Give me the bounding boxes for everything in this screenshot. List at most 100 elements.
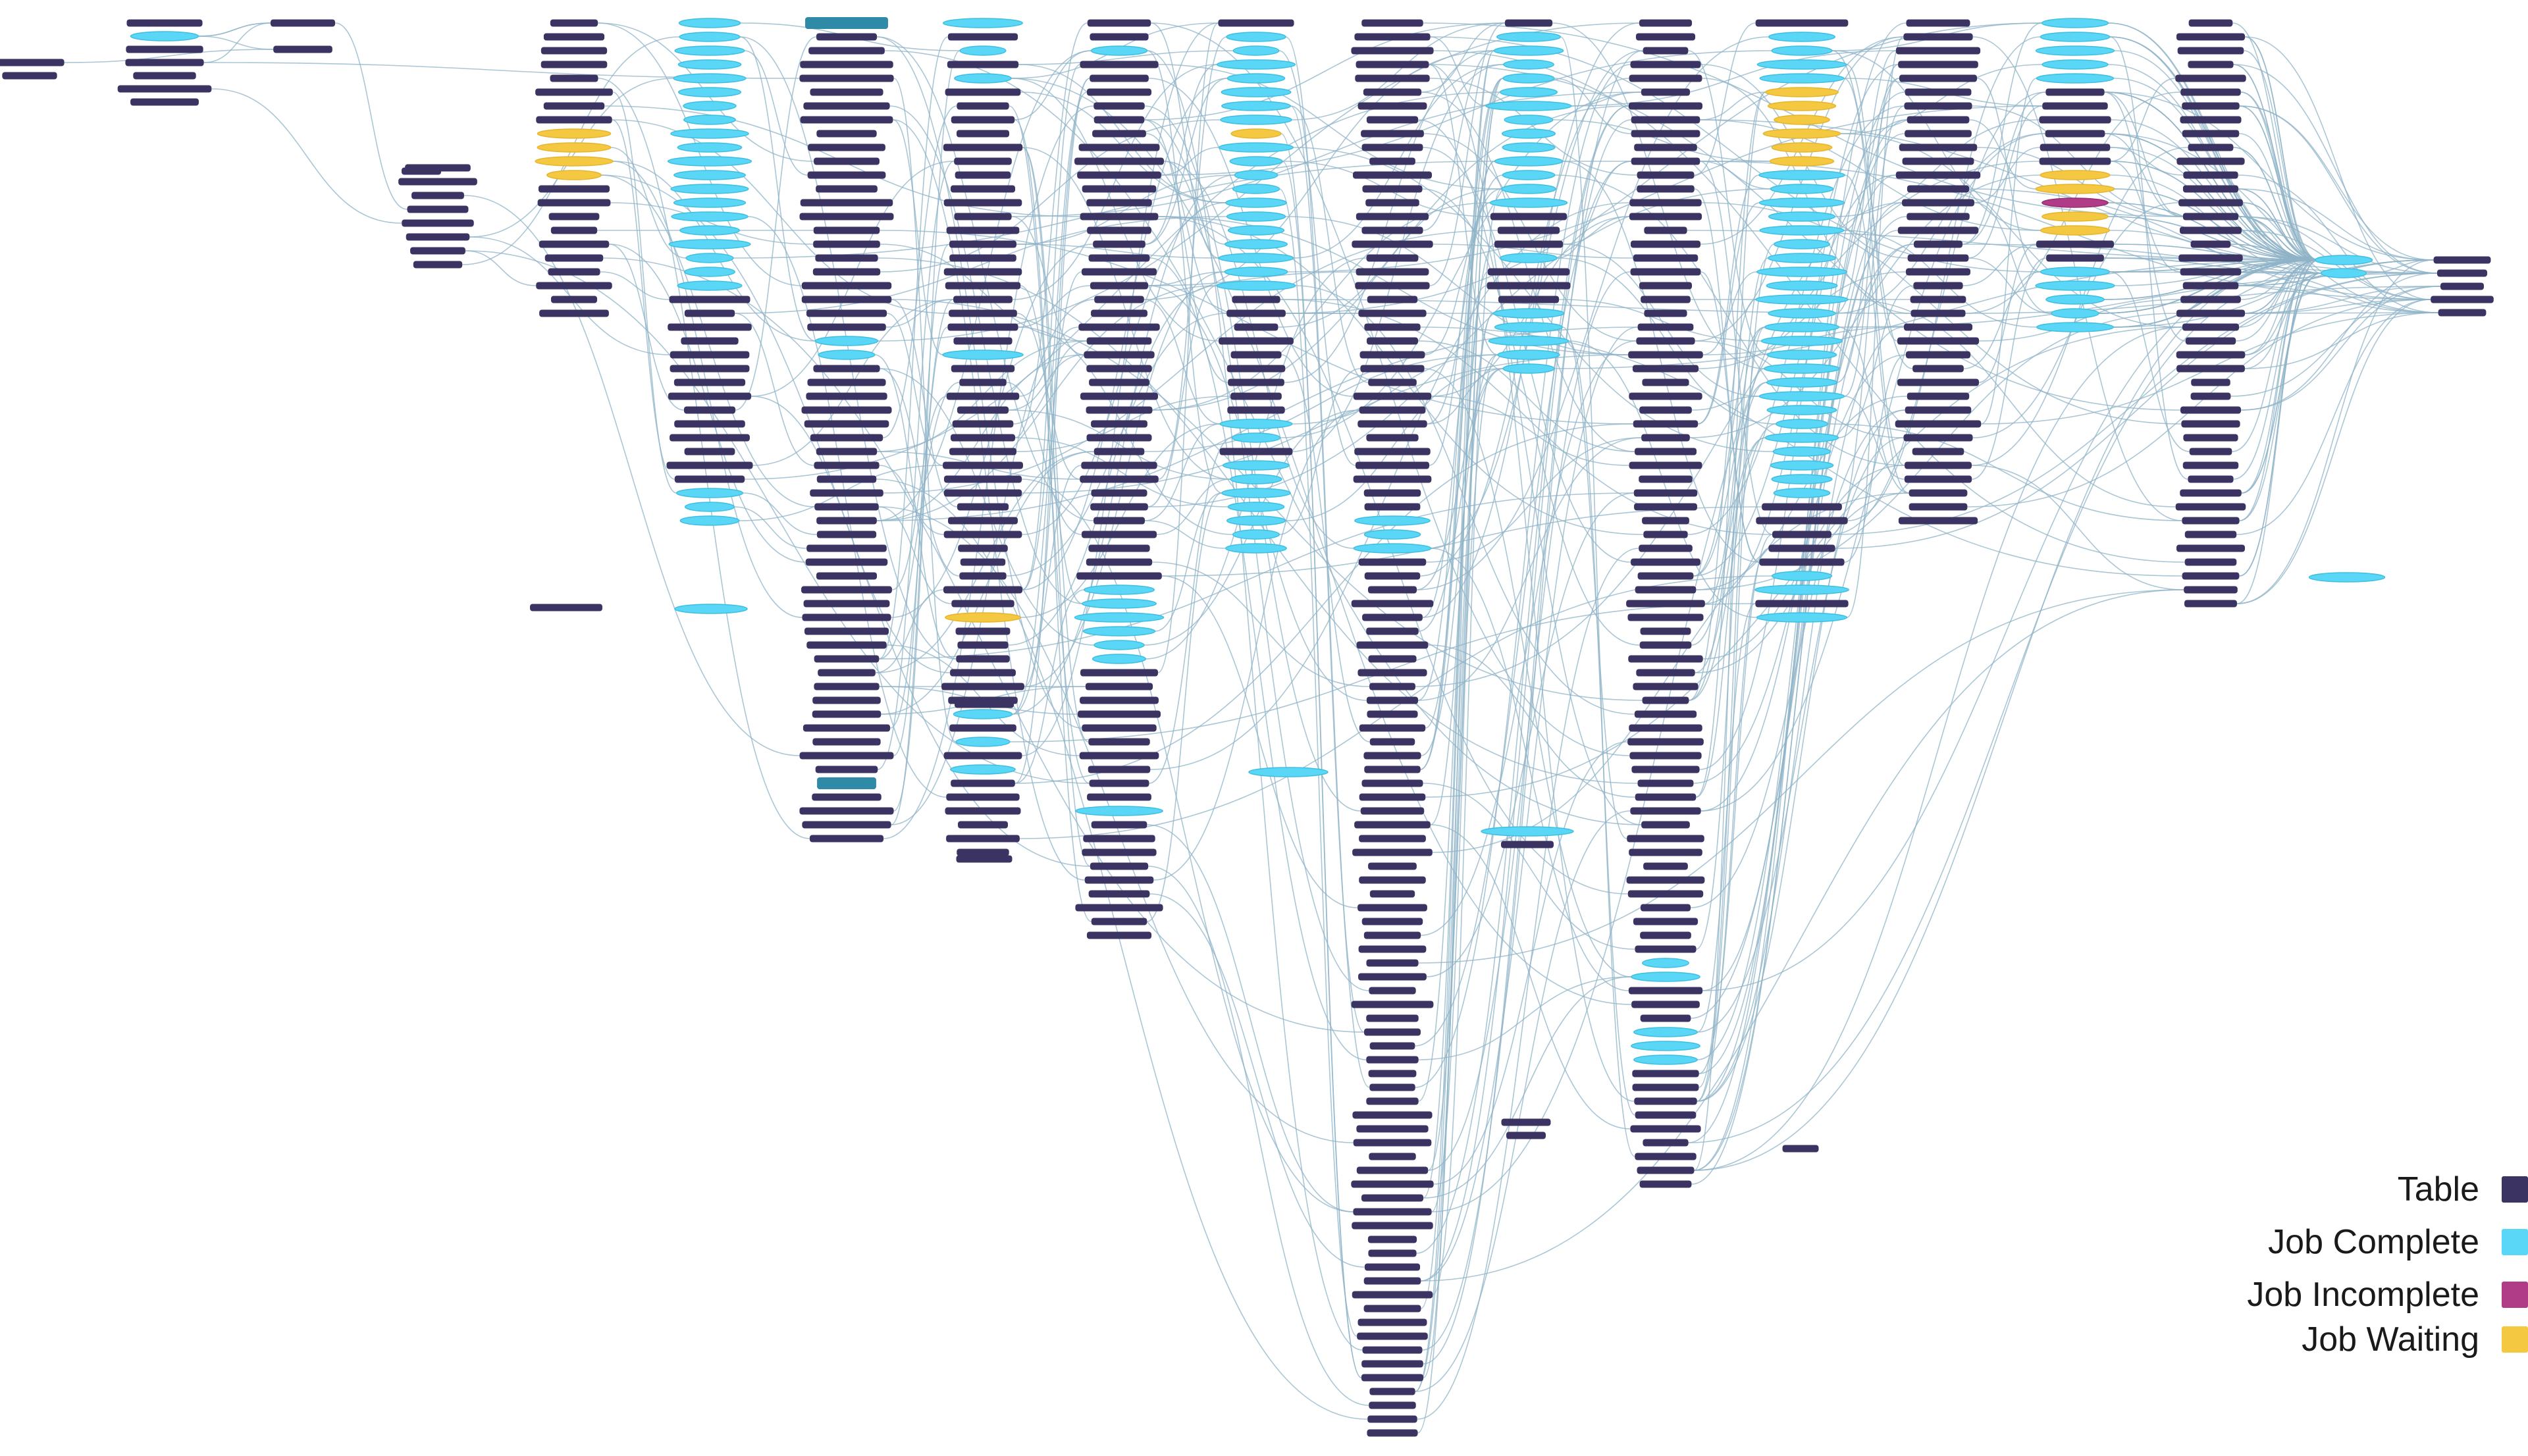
table-node[interactable]	[1497, 226, 1560, 234]
table-node[interactable]	[816, 448, 878, 455]
table-node[interactable]	[1633, 918, 1698, 925]
table-node[interactable]	[2, 72, 57, 80]
table-node[interactable]	[1356, 213, 1429, 221]
job-complete-node[interactable]	[679, 32, 741, 42]
table-node[interactable]	[1636, 337, 1695, 345]
table-node[interactable]	[943, 531, 1022, 538]
table-node[interactable]	[2182, 461, 2239, 469]
table-node[interactable]	[1364, 572, 1421, 580]
table-node[interactable]	[1080, 669, 1158, 677]
table-node[interactable]	[957, 848, 1009, 856]
table-node[interactable]	[1635, 33, 1696, 41]
table-node[interactable]	[1902, 157, 1974, 165]
table-node[interactable]	[1359, 835, 1426, 843]
table-node[interactable]	[812, 268, 881, 276]
table-node[interactable]	[1643, 862, 1688, 870]
job-waiting-node[interactable]	[1765, 87, 1839, 97]
table-node[interactable]	[955, 700, 1014, 708]
job-complete-node[interactable]	[1353, 543, 1432, 554]
table-node[interactable]	[1081, 268, 1157, 276]
table-node[interactable]	[959, 572, 1007, 580]
selected-table-node[interactable]	[817, 777, 876, 789]
table-node[interactable]	[681, 337, 739, 345]
job-complete-node[interactable]	[1773, 488, 1831, 498]
table-node[interactable]	[1080, 61, 1159, 68]
table-node[interactable]	[1637, 323, 1694, 331]
table-node[interactable]	[818, 669, 876, 677]
job-complete-node[interactable]	[2036, 322, 2114, 332]
table-node[interactable]	[539, 240, 610, 248]
job-complete-node[interactable]	[670, 128, 749, 139]
table-node[interactable]	[813, 365, 880, 373]
table-node[interactable]	[943, 489, 1022, 497]
job-complete-node[interactable]	[1492, 308, 1565, 319]
table-node[interactable]	[1218, 19, 1294, 27]
table-node[interactable]	[945, 807, 1021, 815]
table-node[interactable]	[1086, 88, 1152, 96]
table-node[interactable]	[1081, 531, 1157, 538]
table-node[interactable]	[951, 779, 1015, 787]
table-node[interactable]	[1759, 558, 1845, 566]
table-node[interactable]	[804, 420, 889, 428]
job-complete-node[interactable]	[1768, 253, 1836, 263]
table-node[interactable]	[1362, 1346, 1423, 1354]
table-node[interactable]	[1635, 1153, 1697, 1160]
table-node[interactable]	[800, 61, 893, 68]
table-node[interactable]	[1361, 918, 1423, 925]
job-complete-node[interactable]	[1642, 958, 1689, 968]
table-node[interactable]	[812, 710, 882, 718]
table-node[interactable]	[670, 434, 750, 442]
table-node[interactable]	[670, 365, 750, 373]
table-node[interactable]	[1364, 1263, 1421, 1271]
table-node[interactable]	[1093, 517, 1146, 525]
job-incomplete-node[interactable]	[2041, 197, 2109, 208]
table-node[interactable]	[1359, 793, 1426, 801]
table-node[interactable]	[1089, 779, 1149, 787]
table-node[interactable]	[1076, 572, 1162, 580]
table-node[interactable]	[1628, 102, 1703, 110]
table-node[interactable]	[1912, 448, 1964, 455]
job-complete-node[interactable]	[1756, 612, 1848, 623]
job-complete-node[interactable]	[1631, 1041, 1700, 1051]
table-node[interactable]	[2189, 448, 2232, 455]
table-node[interactable]	[1227, 406, 1285, 414]
table-node[interactable]	[943, 475, 1022, 483]
table-node[interactable]	[1898, 517, 1978, 525]
job-waiting-node[interactable]	[945, 612, 1021, 623]
table-node[interactable]	[812, 738, 881, 746]
table-node[interactable]	[1501, 841, 1554, 848]
job-complete-node[interactable]	[684, 502, 735, 512]
job-waiting-node[interactable]	[2035, 184, 2115, 194]
job-waiting-node[interactable]	[2040, 170, 2111, 180]
job-complete-node[interactable]	[2308, 572, 2386, 583]
job-complete-node[interactable]	[685, 253, 734, 263]
table-node[interactable]	[810, 489, 883, 497]
table-node[interactable]	[2190, 392, 2231, 400]
table-node[interactable]	[1080, 213, 1159, 221]
table-node[interactable]	[1355, 461, 1430, 469]
job-complete-node[interactable]	[668, 239, 751, 249]
table-node[interactable]	[816, 531, 877, 538]
job-complete-node[interactable]	[1759, 73, 1845, 84]
table-node[interactable]	[1487, 282, 1571, 290]
job-complete-node[interactable]	[1502, 363, 1555, 374]
job-complete-node[interactable]	[1502, 73, 1555, 84]
table-node[interactable]	[1369, 987, 1416, 995]
table-node[interactable]	[1355, 74, 1430, 82]
table-node[interactable]	[799, 213, 894, 221]
table-node[interactable]	[1639, 641, 1692, 649]
job-complete-node[interactable]	[678, 18, 741, 28]
table-node[interactable]	[1079, 752, 1159, 760]
table-node[interactable]	[1090, 74, 1149, 82]
table-node[interactable]	[957, 102, 1009, 110]
table-node[interactable]	[1905, 351, 1971, 359]
job-complete-node[interactable]	[1481, 826, 1574, 837]
table-node[interactable]	[806, 392, 887, 400]
table-node[interactable]	[806, 641, 887, 649]
table-node[interactable]	[813, 226, 880, 234]
table-node[interactable]	[2176, 309, 2246, 317]
table-node[interactable]	[1366, 1056, 1419, 1064]
table-node[interactable]	[273, 45, 332, 53]
table-node[interactable]	[2182, 282, 2239, 290]
